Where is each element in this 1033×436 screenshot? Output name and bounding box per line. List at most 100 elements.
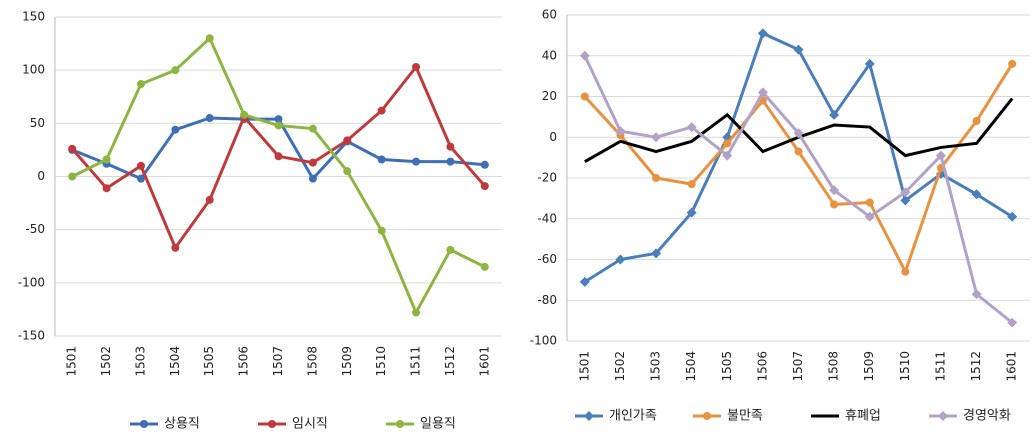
point [935, 150, 946, 161]
x-tick-label: 1509 [340, 346, 354, 377]
y-tick-label: 100 [22, 63, 45, 77]
y-tick-label: 40 [542, 48, 557, 62]
point [579, 276, 590, 287]
legend-label: 임시직 [292, 417, 328, 432]
legend-marker [268, 420, 276, 428]
x-tick-label: 1504 [168, 346, 182, 377]
point [171, 66, 180, 75]
y-tick-label: 50 [30, 116, 45, 130]
point [757, 28, 768, 39]
point [205, 195, 214, 204]
point [205, 34, 214, 43]
point [580, 92, 589, 101]
point [723, 139, 732, 148]
point [102, 184, 111, 193]
point [900, 195, 911, 206]
x-tick-label: 1507 [791, 351, 805, 382]
x-tick-label: 1510 [898, 351, 912, 382]
y-tick-label: 0 [549, 130, 557, 144]
point [686, 122, 697, 133]
x-tick-label: 1504 [684, 351, 698, 382]
x-tick-label: 1510 [374, 346, 388, 377]
point [343, 136, 352, 145]
point [865, 198, 874, 207]
point [343, 167, 352, 176]
point [377, 155, 386, 164]
y-tick-label: 20 [542, 89, 557, 103]
x-tick-label: 1506 [237, 346, 251, 377]
legend-marker [396, 420, 404, 428]
legend-marker [584, 411, 594, 421]
point [830, 200, 839, 209]
y-tick-label: -80 [537, 293, 557, 307]
y-tick-label: 60 [542, 8, 557, 22]
point [971, 289, 982, 300]
point [793, 128, 804, 139]
x-tick-label: 1503 [649, 351, 663, 382]
x-tick-label: 1501 [65, 346, 79, 377]
point [651, 248, 662, 259]
legend-label: 불만족 [727, 409, 763, 424]
legend-label: 경영악화 [963, 409, 1011, 424]
point [68, 144, 77, 153]
point [377, 106, 386, 115]
x-tick-label: 1508 [305, 346, 319, 377]
x-tick-label: 1505 [720, 351, 734, 382]
point [480, 160, 489, 169]
legend-marker [938, 411, 948, 421]
y-tick-label: -50 [25, 222, 45, 236]
point [377, 226, 386, 235]
point [615, 254, 626, 265]
y-tick-label: 150 [22, 10, 45, 24]
point [136, 79, 145, 88]
point [687, 180, 696, 189]
x-tick-label: 1502 [613, 351, 627, 382]
point [829, 185, 840, 196]
y-tick-label: -150 [18, 329, 45, 343]
point [274, 152, 283, 161]
y-tick-label: -60 [537, 252, 557, 266]
point [412, 62, 421, 71]
point [1008, 59, 1017, 68]
point [412, 157, 421, 166]
point [171, 243, 180, 252]
legend-marker [140, 420, 148, 428]
point [900, 187, 911, 198]
x-tick-label: 1509 [862, 351, 876, 382]
series-line [583, 55, 1014, 324]
point [274, 121, 283, 130]
legend-label: 개인가족 [609, 409, 657, 424]
point [864, 58, 875, 69]
legend-marker [703, 412, 711, 420]
point [446, 245, 455, 254]
y-tick-label: 0 [37, 169, 45, 183]
point [240, 110, 249, 119]
point [446, 142, 455, 151]
y-tick-label: -100 [18, 275, 45, 289]
x-tick-label: 1503 [133, 346, 147, 377]
x-tick-label: 1505 [202, 346, 216, 377]
point [308, 124, 317, 133]
x-tick-label: 1511 [933, 351, 947, 382]
legend-label: 상용직 [164, 417, 200, 432]
y-tick-label: -40 [537, 211, 557, 225]
point [579, 50, 590, 61]
x-tick-label: 1511 [409, 346, 423, 377]
point [722, 150, 733, 161]
point [412, 308, 421, 317]
x-tick-label: 1601 [1005, 351, 1019, 382]
x-tick-label: 1502 [99, 346, 113, 377]
y-tick-label: -20 [537, 171, 557, 185]
point [480, 262, 489, 271]
point [446, 157, 455, 166]
x-tick-label: 1512 [969, 351, 983, 382]
point [274, 115, 283, 124]
point [794, 147, 803, 156]
point [102, 155, 111, 164]
x-tick-label: 1506 [755, 351, 769, 382]
point [136, 174, 145, 183]
point [652, 174, 661, 182]
point [136, 161, 145, 170]
point [972, 116, 981, 125]
